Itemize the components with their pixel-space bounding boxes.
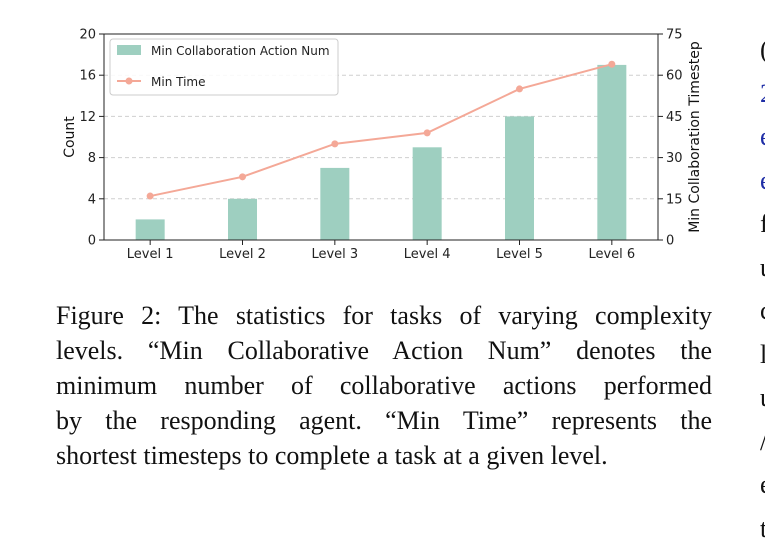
caption-line: by the responding agent. “Min Time” repr… <box>56 403 712 438</box>
x-tick-label: Level 2 <box>219 247 266 262</box>
caption-line: levels. “Min Collaborative Action Num” d… <box>56 333 712 368</box>
side-letter: e <box>760 463 765 507</box>
left-tick-label: 8 <box>88 151 96 166</box>
adjacent-column-text: ( 2 e e f u c l u / e t <box>760 28 765 550</box>
left-tick-label: 20 <box>79 28 96 43</box>
x-tick-label: Level 4 <box>404 247 451 262</box>
side-letter: u <box>760 376 765 420</box>
bar <box>505 116 534 240</box>
left-tick-label: 4 <box>88 192 96 207</box>
x-axis-ticks: Level 1 Level 2 Level 3 Level 4 Level 5 Level… <box>127 240 635 262</box>
caption-line: minimum number of collaborative actions … <box>56 368 712 403</box>
side-letter: 2 <box>760 72 765 116</box>
bar <box>597 65 626 240</box>
bar <box>228 199 257 240</box>
x-tick-label: Level 6 <box>588 247 635 262</box>
x-tick-label: Level 3 <box>311 247 358 262</box>
caption-line: Figure 2: The statistics for tasks of va… <box>56 298 712 333</box>
bar <box>413 147 442 240</box>
right-tick-label: 75 <box>666 28 683 43</box>
line-point <box>239 173 246 180</box>
right-tick-label: 15 <box>666 192 683 207</box>
figure-caption: Figure 2: The statistics for tasks of va… <box>56 298 712 473</box>
line-point <box>516 85 523 92</box>
side-letter: f <box>760 202 765 246</box>
left-axis-title: Count <box>62 116 78 158</box>
side-letter: c <box>760 289 765 333</box>
line-point <box>608 61 615 68</box>
line-point <box>424 129 431 136</box>
side-letter: e <box>760 115 765 159</box>
right-tick-label: 30 <box>666 151 683 166</box>
side-letter: / <box>760 420 765 464</box>
legend-line-marker <box>126 78 133 85</box>
legend-bar-swatch <box>117 45 141 55</box>
legend: Min Collaboration Action Num Min Time <box>110 39 338 95</box>
side-letter: l <box>760 333 765 377</box>
line-point <box>147 193 154 200</box>
legend-bar-label: Min Collaboration Action Num <box>151 44 330 58</box>
left-axis-ticks: 0 4 8 12 16 20 <box>79 28 104 249</box>
right-axis-ticks: 0 15 30 45 60 75 <box>658 28 683 249</box>
left-tick-label: 16 <box>79 69 96 84</box>
left-tick-label: 0 <box>88 234 96 249</box>
line-point <box>331 140 338 147</box>
bar <box>136 219 165 240</box>
right-tick-label: 60 <box>666 69 683 84</box>
caption-line: shortest timesteps to complete a task at… <box>56 438 712 473</box>
legend-line-label: Min Time <box>151 75 205 89</box>
x-tick-label: Level 1 <box>127 247 174 262</box>
side-letter: u <box>760 246 765 290</box>
side-letter: e <box>760 159 765 203</box>
bar <box>320 168 349 240</box>
side-letter: ( <box>760 28 765 72</box>
right-tick-label: 45 <box>666 110 683 125</box>
side-letter: t <box>760 507 765 550</box>
x-tick-label: Level 5 <box>496 247 543 262</box>
right-axis-title: Min Collaboration Timestep <box>687 41 703 233</box>
left-tick-label: 12 <box>79 110 96 125</box>
right-tick-label: 0 <box>666 234 674 249</box>
